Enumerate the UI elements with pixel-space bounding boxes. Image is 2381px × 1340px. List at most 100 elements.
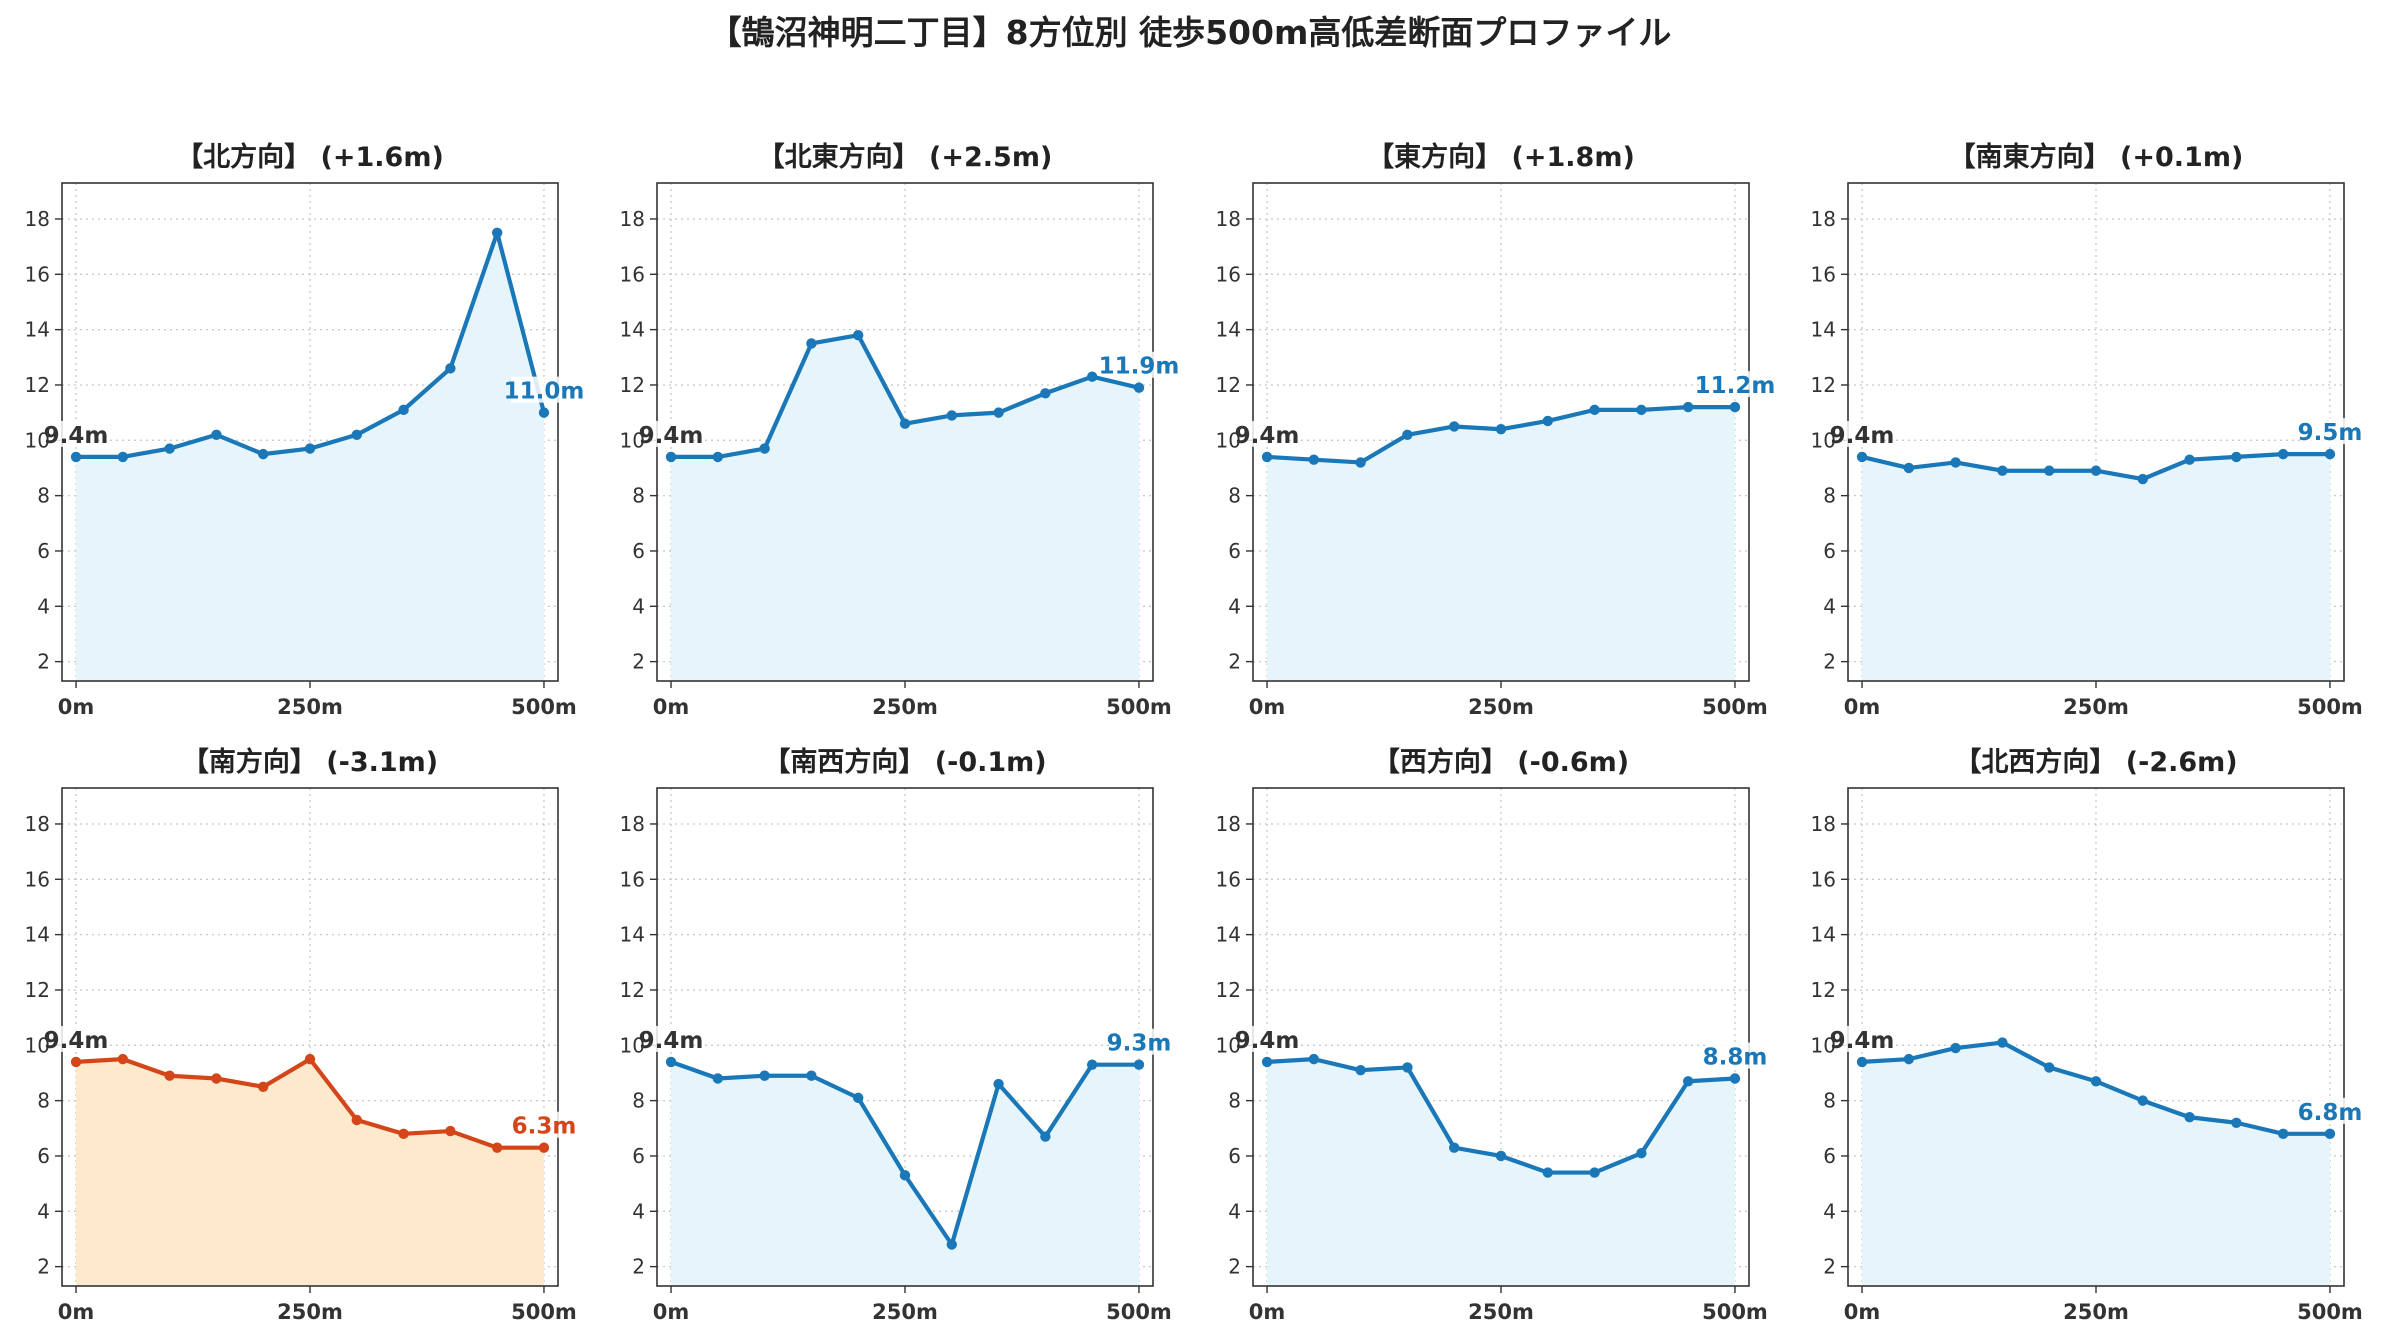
data-point — [398, 404, 409, 416]
y-tick-label: 12 — [1811, 373, 1836, 397]
panel-2: 【東方向】 (+1.8m) 2 4 6 8 10 12 14 16 18 0m 250m 500m 9.4… — [1216, 141, 1776, 719]
y-tick-label: 10 — [1216, 1033, 1241, 1057]
data-point — [491, 227, 503, 238]
data-point — [1903, 462, 1915, 474]
x-tick-label: 250m — [1468, 1300, 1534, 1324]
end-elevation-label: 9.3m — [1107, 1031, 1172, 1057]
data-point — [398, 1128, 409, 1140]
data-point — [304, 1053, 316, 1065]
x-tick-label: 250m — [1468, 695, 1534, 719]
data-point — [806, 1070, 817, 1081]
end-elevation-label: 9.5m — [2298, 420, 2363, 446]
data-point — [445, 1125, 456, 1137]
y-tick-label: 8 — [1823, 1089, 1836, 1113]
y-tick-label: 16 — [620, 867, 645, 891]
x-tick-label: 500m — [2297, 695, 2363, 719]
data-point — [538, 407, 550, 418]
y-tick-label: 2 — [1823, 650, 1836, 674]
elevation-area — [671, 1061, 1139, 1286]
x-tick-label: 0m — [58, 1300, 95, 1324]
y-tick-label: 10 — [1811, 1033, 1836, 1057]
data-point — [211, 1073, 222, 1084]
data-point — [1997, 1037, 2008, 1048]
data-point — [1402, 429, 1413, 440]
data-point — [1682, 1076, 1694, 1087]
data-point — [759, 443, 770, 454]
y-tick-label: 8 — [37, 484, 50, 508]
data-point — [164, 443, 175, 454]
y-tick-label: 12 — [620, 373, 645, 397]
data-point — [1449, 421, 1460, 432]
end-elevation-label: 11.2m — [1695, 373, 1776, 399]
y-tick-label: 4 — [37, 1199, 50, 1223]
data-point — [946, 1239, 957, 1250]
data-point — [2090, 1076, 2102, 1087]
panel-3: 【南東方向】 (+0.1m) 2 4 6 8 10 12 14 16 18 0m 250m 500m 9.… — [1811, 141, 2363, 719]
data-point — [258, 448, 269, 460]
data-point — [304, 443, 316, 454]
data-point — [1589, 404, 1600, 416]
y-tick-label: 10 — [25, 428, 50, 452]
end-elevation-label: 6.8m — [2298, 1100, 2363, 1126]
start-elevation-label: 9.4m — [44, 1028, 109, 1054]
end-elevation-label: 8.8m — [1703, 1045, 1768, 1071]
y-tick-label: 12 — [1216, 978, 1241, 1002]
y-tick-label: 14 — [620, 318, 645, 342]
data-point — [993, 1078, 1004, 1090]
elevation-area — [1267, 407, 1735, 681]
start-label-box — [649, 1025, 694, 1052]
end-label-box — [1112, 1028, 1165, 1055]
x-tick-label: 250m — [2063, 1300, 2129, 1324]
y-tick-label: 12 — [25, 373, 50, 397]
data-point — [993, 407, 1004, 418]
x-tick-label: 500m — [1702, 1300, 1768, 1324]
panel-title: 【北西方向】 (-2.6m) — [1954, 746, 2237, 778]
y-tick-label: 8 — [1228, 484, 1241, 508]
y-tick-label: 6 — [1823, 539, 1836, 563]
data-point — [1950, 457, 1961, 468]
start-label-box — [1840, 1025, 1885, 1052]
start-elevation-label: 9.4m — [1235, 423, 1300, 449]
panel-0: 【北方向】 (+1.6m) 2 4 6 8 10 12 14 16 18 0m 250m 500m 9.4… — [25, 141, 585, 719]
elevation-area — [1862, 1042, 2330, 1286]
x-tick-label: 0m — [1844, 1300, 1881, 1324]
y-tick-label: 8 — [632, 484, 645, 508]
y-tick-label: 18 — [1811, 207, 1836, 231]
data-point — [1040, 388, 1051, 399]
y-tick-label: 12 — [620, 978, 645, 1002]
y-tick-label: 14 — [1811, 923, 1836, 947]
end-label-box — [1701, 371, 1768, 398]
end-elevation-label: 11.9m — [1099, 354, 1180, 380]
y-tick-label: 16 — [1811, 262, 1836, 286]
y-tick-label: 2 — [1228, 650, 1241, 674]
y-tick-label: 2 — [37, 650, 50, 674]
data-point — [70, 451, 82, 463]
data-point — [2231, 451, 2242, 463]
data-point — [899, 1170, 911, 1181]
data-point — [759, 1070, 770, 1081]
end-elevation-label: 11.0m — [504, 379, 585, 405]
y-tick-label: 4 — [632, 1199, 645, 1223]
data-point — [2184, 1112, 2195, 1123]
data-point — [665, 1056, 677, 1068]
data-point — [1950, 1042, 1961, 1054]
data-point — [1729, 1073, 1741, 1084]
data-point — [1308, 454, 1320, 465]
start-label-box — [54, 1025, 99, 1052]
data-point — [211, 429, 222, 440]
data-point — [1355, 457, 1366, 468]
data-point — [853, 329, 864, 341]
data-point — [1040, 1131, 1051, 1142]
y-tick-label: 8 — [1228, 1089, 1241, 1113]
data-point — [164, 1070, 175, 1081]
data-point — [117, 1053, 129, 1065]
x-tick-label: 500m — [1106, 1300, 1172, 1324]
y-tick-label: 2 — [37, 1255, 50, 1279]
y-tick-label: 16 — [620, 262, 645, 286]
panel-title: 【西方向】 (-0.6m) — [1373, 746, 1629, 778]
data-point — [899, 418, 911, 429]
y-tick-label: 18 — [1216, 812, 1241, 836]
data-point — [1261, 1056, 1273, 1068]
start-label-box — [1245, 420, 1290, 447]
data-point — [2324, 1128, 2336, 1140]
